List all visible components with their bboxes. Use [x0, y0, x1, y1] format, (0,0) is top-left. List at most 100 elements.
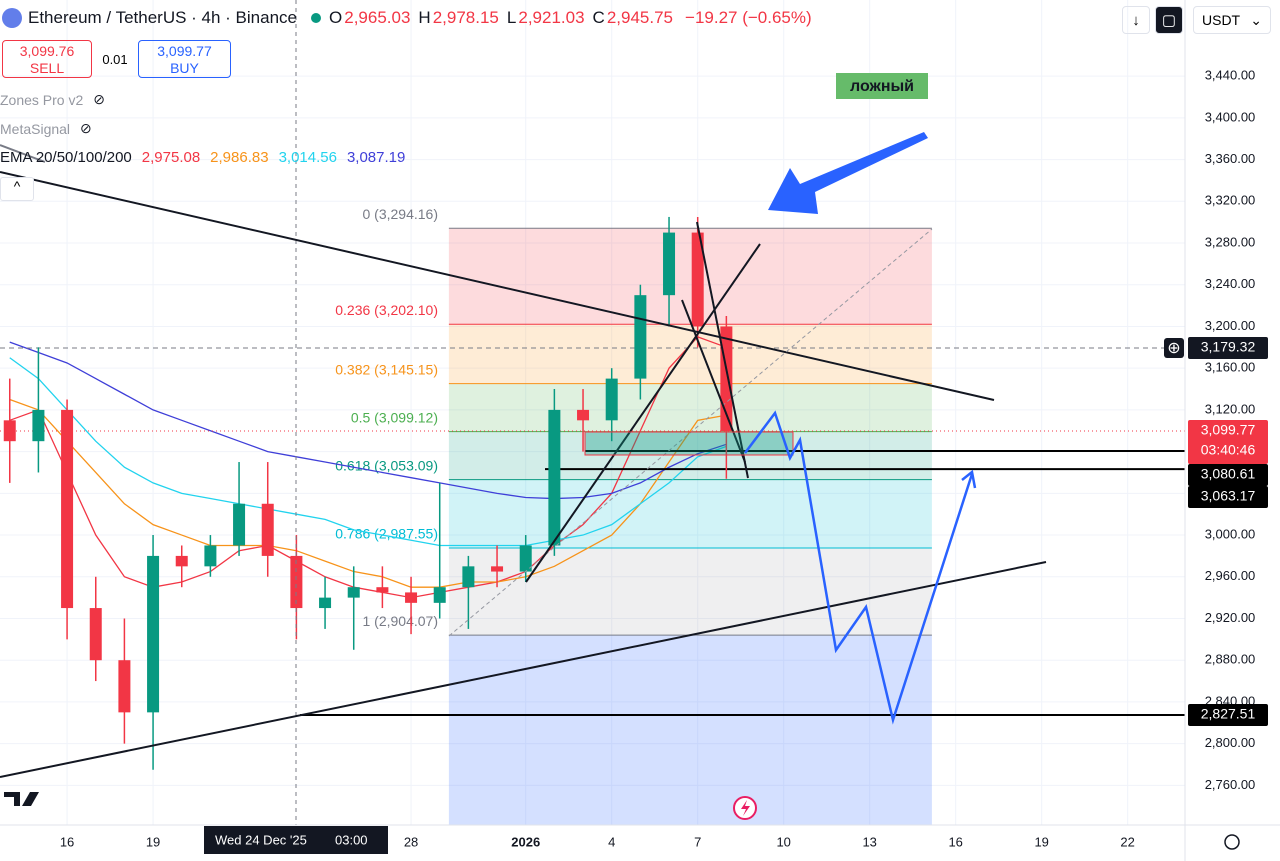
y-tick-label: 3,400.00: [1205, 109, 1256, 124]
fib-extension-zone: [448, 635, 932, 825]
ohlc-value: 2,978.15: [432, 8, 499, 27]
y-tick-label: 3,280.00: [1205, 234, 1256, 249]
ohlc-key: C: [592, 8, 605, 27]
currency-select[interactable]: USDT ⌄: [1193, 6, 1271, 34]
ema-name[interactable]: EMA 20/50/100/200: [0, 149, 132, 166]
buy-price: 3,099.77: [157, 43, 212, 59]
trend-line: [0, 561, 1047, 778]
annotation-box: [836, 73, 928, 99]
buy-button[interactable]: 3,099.77 BUY: [138, 40, 231, 78]
trend-line: [0, 171, 995, 401]
price-label-box: [1188, 419, 1268, 464]
candle-body: [175, 555, 188, 567]
sell-label: SELL: [29, 60, 65, 76]
x-tick-label: 4: [608, 834, 615, 849]
candles: [3, 216, 733, 770]
candle-body: [3, 420, 16, 442]
x-tick-label: 16: [60, 834, 74, 849]
projection-arrowhead: [961, 469, 977, 489]
candle-body: [233, 503, 246, 546]
ohlc-value: 2,945.75: [606, 8, 674, 27]
hidden-icon[interactable]: ⊘: [93, 91, 105, 107]
y-tick-label: 3,160.00: [1205, 360, 1256, 375]
ema-value: 2,975.08: [141, 149, 201, 166]
y-tick-label: 3,200.00: [1205, 318, 1256, 333]
y-tick-label: 2,880.00: [1205, 652, 1256, 667]
price-label: 3,099.77: [1201, 422, 1256, 438]
trend-line: [681, 299, 746, 463]
hidden-icon[interactable]: ⊘: [80, 120, 92, 136]
x-tick-label: 13: [862, 834, 876, 849]
ohlc-key: L: [506, 8, 517, 27]
chevron: ⌄: [1250, 11, 1262, 28]
fib-label: 0.618 (3,053.09): [335, 457, 438, 473]
indicator-row: MetaSignal ⊘: [0, 120, 92, 137]
drawings: [0, 0, 1240, 850]
candle-body: [548, 409, 561, 546]
download-button[interactable]: ↓: [1122, 6, 1150, 34]
x-tick-label: 22: [1120, 834, 1134, 849]
x-tick-label: 19: [146, 834, 160, 849]
fullscreen-button[interactable]: ▢: [1155, 6, 1183, 34]
trend-line: [0, 144, 46, 163]
sell-price: 3,099.76: [19, 43, 75, 59]
y-tick-label: 3,120.00: [1205, 401, 1256, 416]
indicator-name[interactable]: MetaSignal: [0, 120, 71, 137]
candle-body: [376, 587, 389, 593]
tv-logo: [4, 792, 39, 806]
y-tick-label: 3,440.00: [1205, 68, 1256, 83]
crosshair-time: 03:00: [335, 832, 368, 847]
candle-body: [347, 587, 360, 598]
ema-value: 3,014.56: [278, 149, 337, 166]
price-label: 2,827.51: [1201, 706, 1256, 722]
price-label: 3,179.32: [1201, 339, 1256, 355]
candle-body: [290, 555, 303, 609]
y-tick-label: 2,920.00: [1205, 610, 1256, 625]
candle-body: [491, 566, 504, 572]
ema-values: 2,975.08 2,986.83 3,014.56 3,087.19: [132, 149, 406, 166]
candle-body: [462, 566, 475, 588]
status-dot: [311, 13, 321, 23]
candle-body: [433, 587, 446, 603]
y-tick-label: 3,360.00: [1205, 151, 1256, 166]
x-tick-label: 16: [948, 834, 962, 849]
trend-line: [696, 221, 749, 479]
y-tick-label: 3,320.00: [1205, 193, 1256, 208]
header: Ethereum / TetherUS · 4h · Binance O 2,96…: [0, 8, 814, 28]
y-tick-label: 3,240.00: [1205, 276, 1256, 291]
ohlc-key: O: [329, 8, 343, 27]
ema-line: [9, 341, 727, 500]
buy-label: BUY: [170, 60, 199, 76]
quantity[interactable]: 0.01: [102, 51, 128, 67]
fib-label: 0.236 (3,202.10): [335, 302, 438, 318]
ema-value: 2,986.83: [210, 149, 269, 166]
y-tick-label: 3,000.00: [1205, 526, 1256, 541]
indicator-name[interactable]: Zones Pro v2: [0, 91, 84, 108]
projection-path: [744, 410, 974, 725]
fib-label: 1 (2,904.07): [363, 613, 439, 629]
candle-body: [519, 545, 532, 572]
price-label: 3,080.61: [1201, 466, 1256, 482]
fib-zone: [448, 324, 932, 384]
add-icon: ⊕: [1167, 340, 1180, 357]
y-tick-label: 2,760.00: [1205, 777, 1256, 792]
candle-body: [32, 409, 45, 442]
fib-label: 0 (3,294.16): [363, 206, 439, 222]
settings-icon[interactable]: [1224, 834, 1240, 850]
sell-button[interactable]: 3,099.76 SELL: [2, 40, 92, 78]
crosshair-date: Wed 24 Dec '25: [215, 832, 307, 847]
currency: USDT: [1202, 12, 1241, 28]
candle-body: [577, 409, 590, 421]
candle-body: [405, 592, 418, 603]
price-label: 3,063.17: [1201, 488, 1256, 504]
symbol-title[interactable]: Ethereum / TetherUS · 4h · Binance: [28, 8, 297, 27]
candle-body: [261, 503, 274, 556]
indicator-lines: [0, 336, 1185, 716]
zone-box: [584, 431, 794, 456]
collapse-button[interactable]: ^: [0, 177, 34, 201]
add-button[interactable]: [1164, 338, 1184, 359]
crosshair-time-box: [204, 826, 388, 854]
annotation: ложный: [850, 78, 914, 95]
